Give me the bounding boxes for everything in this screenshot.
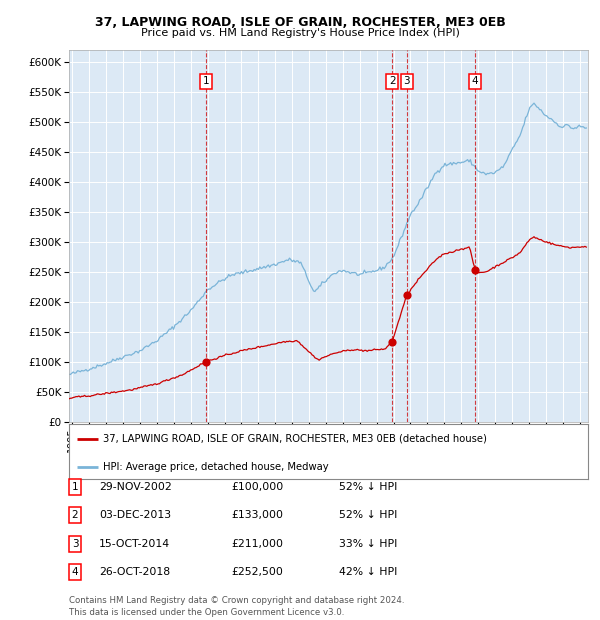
Text: 15-OCT-2014: 15-OCT-2014 bbox=[99, 539, 170, 549]
Text: 2: 2 bbox=[71, 510, 79, 520]
Text: 37, LAPWING ROAD, ISLE OF GRAIN, ROCHESTER, ME3 0EB: 37, LAPWING ROAD, ISLE OF GRAIN, ROCHEST… bbox=[95, 16, 505, 29]
Text: Price paid vs. HM Land Registry's House Price Index (HPI): Price paid vs. HM Land Registry's House … bbox=[140, 28, 460, 38]
Text: 52% ↓ HPI: 52% ↓ HPI bbox=[339, 510, 397, 520]
Text: £100,000: £100,000 bbox=[231, 482, 283, 492]
Text: 3: 3 bbox=[404, 76, 410, 86]
Text: £252,500: £252,500 bbox=[231, 567, 283, 577]
Text: 3: 3 bbox=[71, 539, 79, 549]
Text: Contains HM Land Registry data © Crown copyright and database right 2024.
This d: Contains HM Land Registry data © Crown c… bbox=[69, 596, 404, 617]
Point bbox=[402, 290, 412, 300]
Text: 42% ↓ HPI: 42% ↓ HPI bbox=[339, 567, 397, 577]
Text: 26-OCT-2018: 26-OCT-2018 bbox=[99, 567, 170, 577]
Text: 2: 2 bbox=[389, 76, 395, 86]
Text: £211,000: £211,000 bbox=[231, 539, 283, 549]
Text: 4: 4 bbox=[472, 76, 478, 86]
Text: 37, LAPWING ROAD, ISLE OF GRAIN, ROCHESTER, ME3 0EB (detached house): 37, LAPWING ROAD, ISLE OF GRAIN, ROCHEST… bbox=[103, 434, 487, 444]
Text: 29-NOV-2002: 29-NOV-2002 bbox=[99, 482, 172, 492]
Point bbox=[202, 356, 211, 366]
Text: 1: 1 bbox=[203, 76, 209, 86]
Text: 52% ↓ HPI: 52% ↓ HPI bbox=[339, 482, 397, 492]
Text: 1: 1 bbox=[71, 482, 79, 492]
Text: 4: 4 bbox=[71, 567, 79, 577]
Text: HPI: Average price, detached house, Medway: HPI: Average price, detached house, Medw… bbox=[103, 462, 328, 472]
Point bbox=[388, 337, 397, 347]
Text: 33% ↓ HPI: 33% ↓ HPI bbox=[339, 539, 397, 549]
Point bbox=[470, 265, 480, 275]
Text: 03-DEC-2013: 03-DEC-2013 bbox=[99, 510, 171, 520]
Text: £133,000: £133,000 bbox=[231, 510, 283, 520]
